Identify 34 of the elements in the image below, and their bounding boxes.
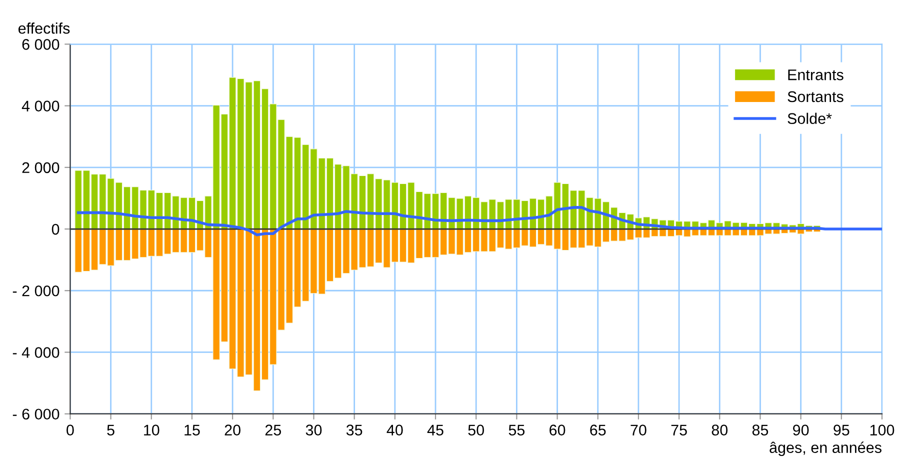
y-tick-label: - 6 000 [12,408,60,420]
x-tick-label: 85 [752,424,768,436]
line-series [76,206,882,236]
x-tick-label: 35 [346,424,362,436]
legend-label: Entrants [788,70,844,80]
x-tick-label: 10 [144,424,160,436]
x-tick-label: 55 [508,424,525,436]
x-tick-label: 70 [630,424,646,436]
y-tick-label: 4 000 [22,100,60,112]
x-tick-label: 50 [468,424,484,436]
x-tick-label: 30 [306,424,322,436]
legend-label: Sortants [788,91,844,102]
x-tick-label: 75 [671,424,687,436]
x-tick-label: 80 [712,424,728,436]
y-axis-title: effectifs [18,22,70,34]
x-tick-label: 0 [66,424,74,436]
x-tick-label: 25 [265,424,282,436]
legend-label: Solde* [788,112,832,124]
x-tick-label: 5 [107,424,114,436]
y-tick-label: - 4 000 [12,347,60,358]
y-tick-label: 0 [52,224,60,235]
x-tick-label: 95 [834,424,850,436]
x-tick-label: 40 [386,424,403,436]
x-tick-label: 60 [550,424,566,436]
y-tick-label: - 2 000 [12,285,60,296]
x-tick-label: 100 [870,424,894,436]
y-tick-label: 2 000 [22,162,60,174]
x-tick-label: 20 [224,424,240,436]
x-tick-label: 15 [184,424,200,436]
x-tick-label: 90 [793,424,809,436]
y-tick-label: 6 000 [22,39,60,50]
x-axis-title: âges, en années [770,442,882,456]
x-tick-label: 65 [590,424,606,436]
x-tick-label: 45 [427,424,444,436]
